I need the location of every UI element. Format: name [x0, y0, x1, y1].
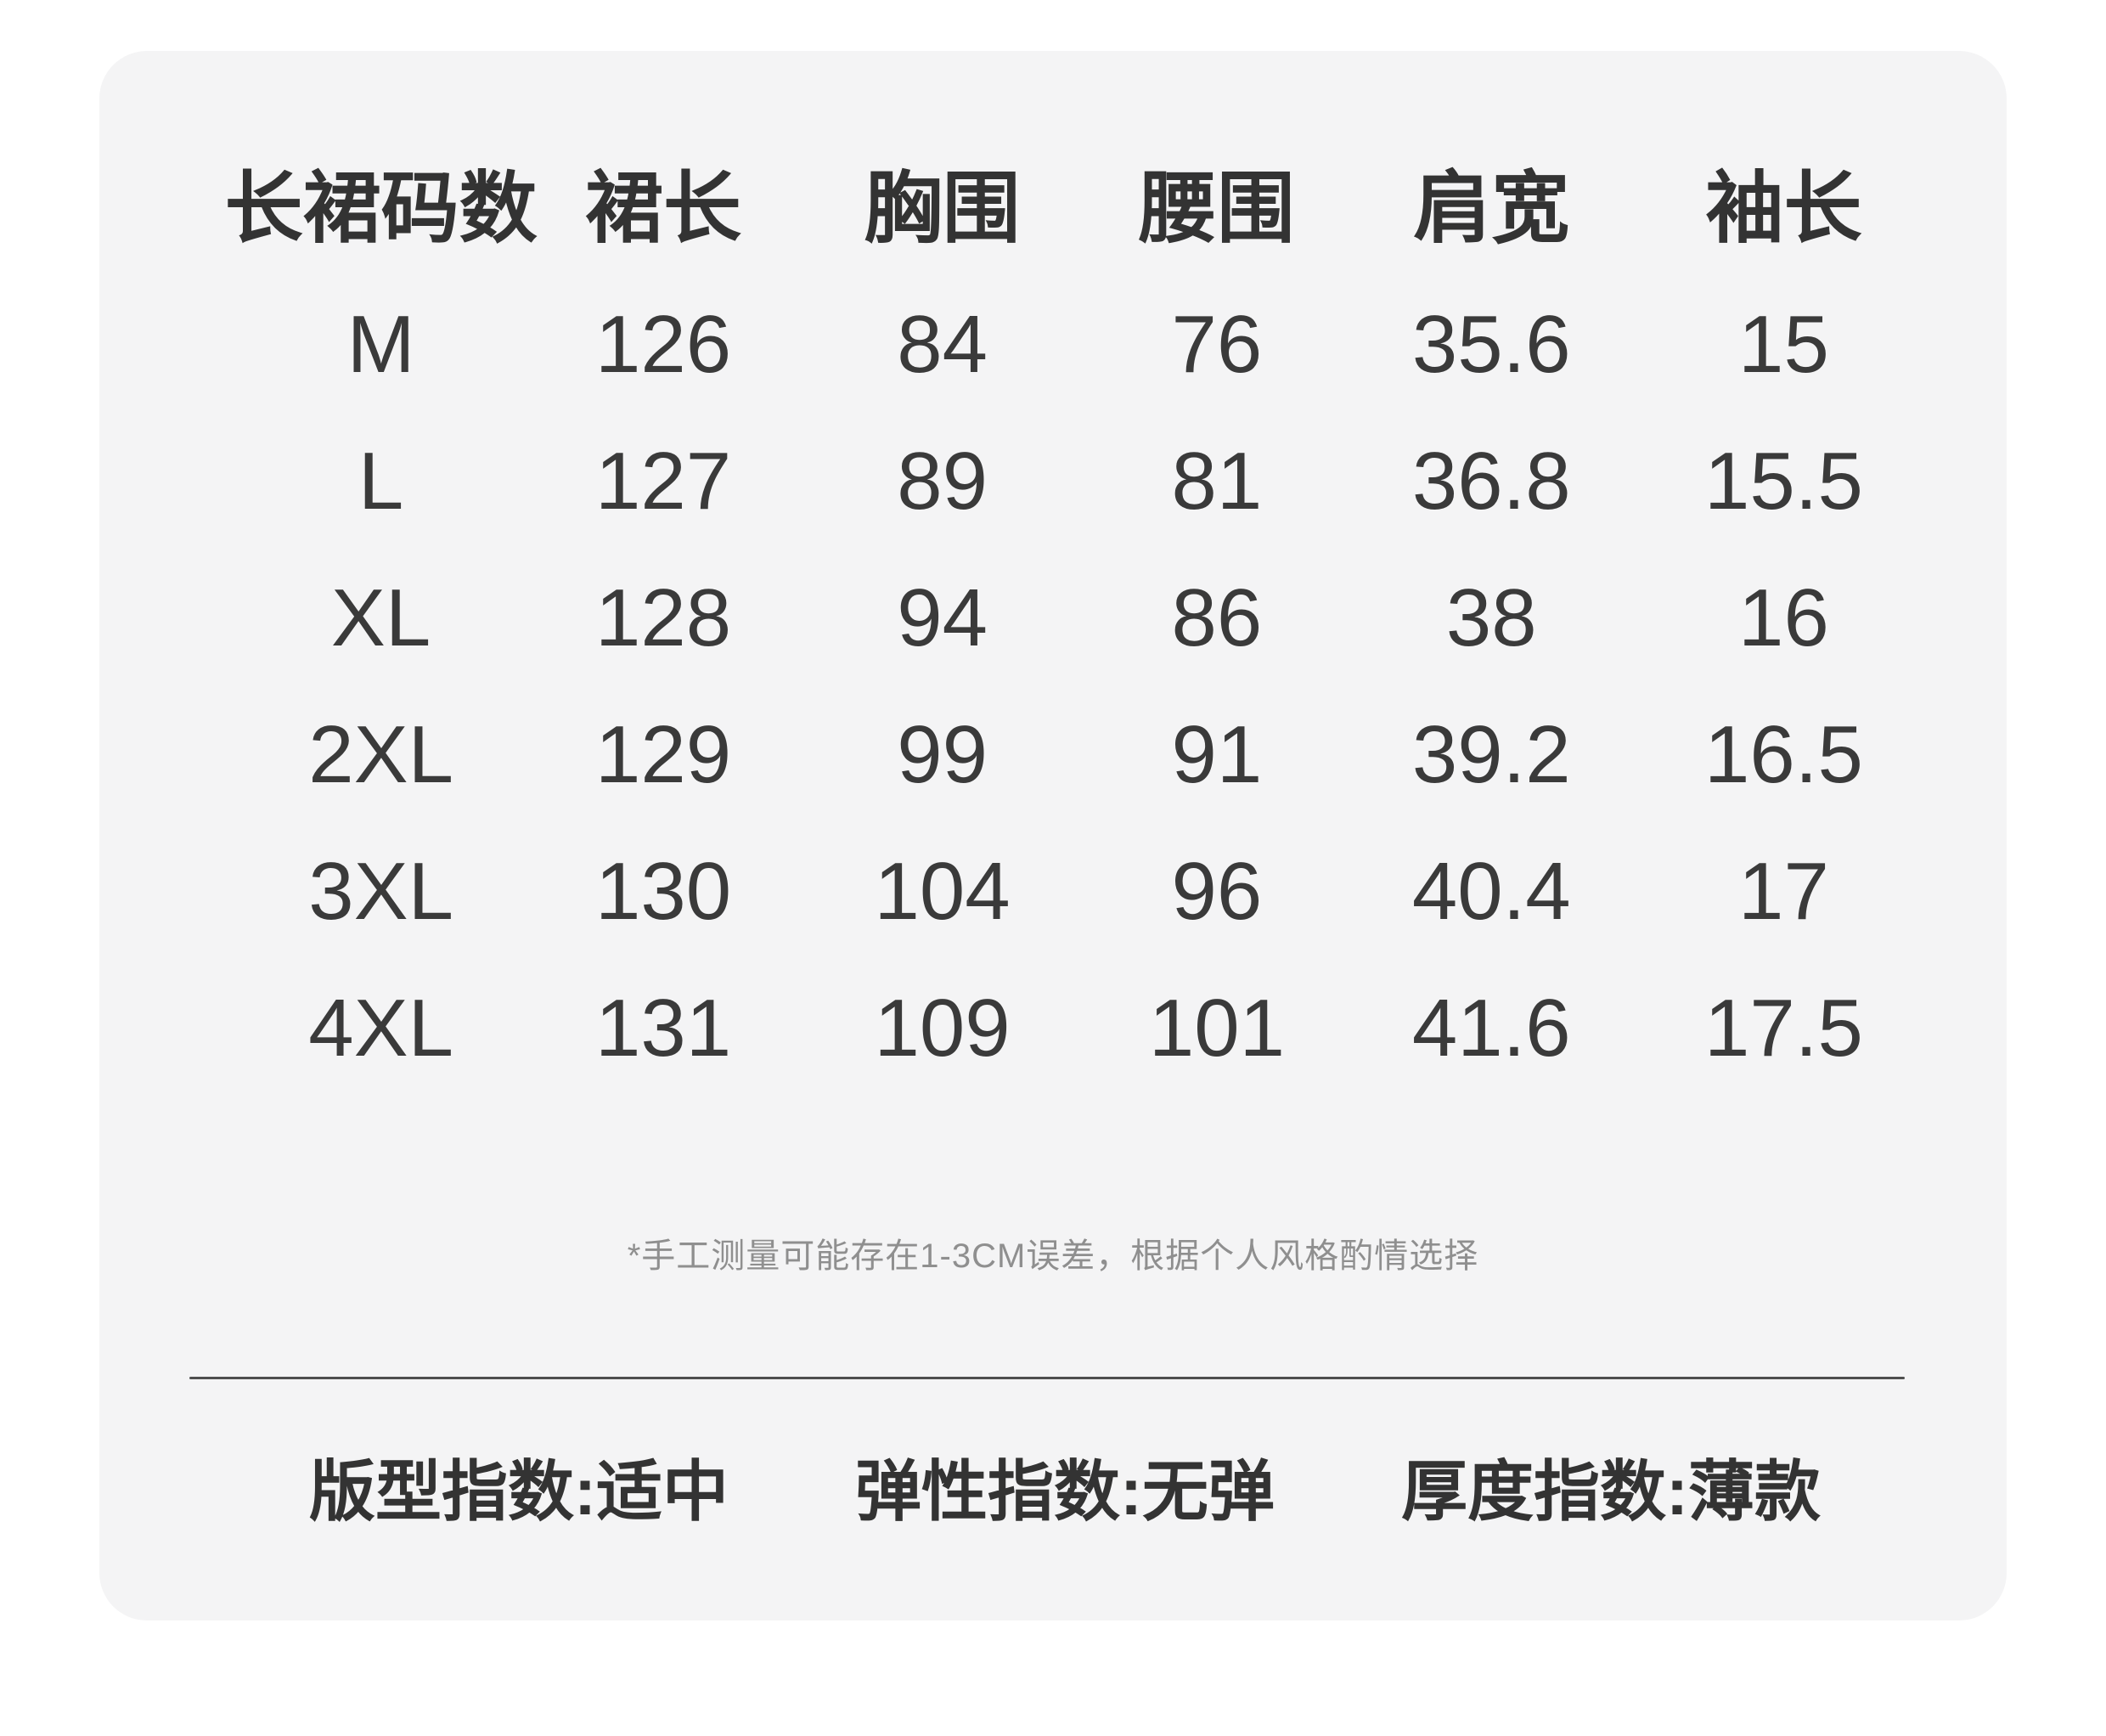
table-cell: 96: [1171, 845, 1263, 937]
table-cell: 126: [594, 298, 732, 390]
size-table: 长裙码数 裙长 胸围 腰围 肩宽 袖长 M 126 84 76 35.6 15 …: [99, 51, 2007, 1096]
size-label: L: [358, 435, 404, 527]
table-row-3xl: 3XL 130 104 96 40.4 17: [99, 823, 2007, 960]
table-cell: 15.5: [1704, 435, 1863, 527]
table-cell: 41.6: [1411, 982, 1571, 1074]
table-cell: 39.2: [1411, 708, 1571, 800]
table-header-row: 长裙码数 裙长 胸围 腰围 肩宽 袖长: [99, 127, 2007, 276]
table-cell: 16: [1738, 572, 1829, 663]
table-cell: 99: [897, 708, 988, 800]
table-cell: 101: [1148, 982, 1286, 1074]
table-row-xl: XL 128 94 86 38 16: [99, 550, 2007, 686]
table-cell: 76: [1171, 298, 1263, 390]
table-row-m: M 126 84 76 35.6 15: [99, 276, 2007, 413]
index-footer: 版型指数:适中 弹性指数:无弹 厚度指数:薄款: [99, 1449, 2007, 1534]
table-cell: 17.5: [1704, 982, 1863, 1074]
size-label: 2XL: [308, 708, 453, 800]
table-cell: 94: [897, 572, 988, 663]
table-cell: 38: [1445, 572, 1537, 663]
size-label: XL: [330, 572, 431, 663]
table-cell: 84: [897, 298, 988, 390]
table-row-4xl: 4XL 131 109 101 41.6 17.5: [99, 960, 2007, 1096]
table-row-l: L 127 89 81 36.8 15.5: [99, 413, 2007, 550]
column-header-size: 长裙码数: [224, 166, 538, 252]
table-cell: 89: [897, 435, 988, 527]
table-cell: 127: [594, 435, 732, 527]
column-header-shoulder: 肩宽: [1413, 166, 1570, 252]
divider-line: [189, 1377, 1905, 1379]
column-header-sleeve: 袖长: [1705, 166, 1862, 252]
size-label: M: [346, 298, 415, 390]
table-cell: 128: [594, 572, 732, 663]
table-cell: 16.5: [1704, 708, 1863, 800]
elasticity-index-label: 弹性指数:无弹: [855, 1454, 1275, 1529]
thickness-index-label: 厚度指数:薄款: [1401, 1454, 1821, 1529]
size-label: 4XL: [308, 982, 453, 1074]
fit-index-label: 版型指数:适中: [309, 1454, 729, 1529]
column-header-skirt-length: 裙长: [585, 166, 742, 252]
table-cell: 91: [1171, 708, 1263, 800]
table-cell: 109: [874, 982, 1011, 1074]
table-cell: 86: [1171, 572, 1263, 663]
table-cell: 81: [1171, 435, 1263, 527]
measurement-note: *手工测量可能存在1-3CM误差，根据个人风格酌情选择: [627, 1237, 1479, 1275]
table-cell: 104: [874, 845, 1011, 937]
column-header-bust: 胸围: [864, 166, 1021, 252]
table-cell: 17: [1738, 845, 1829, 937]
table-cell: 131: [594, 982, 732, 1074]
table-cell: 35.6: [1411, 298, 1571, 390]
table-cell: 40.4: [1411, 845, 1571, 937]
column-header-waist: 腰围: [1138, 166, 1295, 252]
table-cell: 129: [594, 708, 732, 800]
table-cell: 15: [1738, 298, 1829, 390]
table-row-2xl: 2XL 129 99 91 39.2 16.5: [99, 686, 2007, 823]
size-label: 3XL: [308, 845, 453, 937]
table-cell: 36.8: [1411, 435, 1571, 527]
table-cell: 130: [594, 845, 732, 937]
size-chart-card: 长裙码数 裙长 胸围 腰围 肩宽 袖长 M 126 84 76 35.6 15 …: [99, 51, 2007, 1620]
